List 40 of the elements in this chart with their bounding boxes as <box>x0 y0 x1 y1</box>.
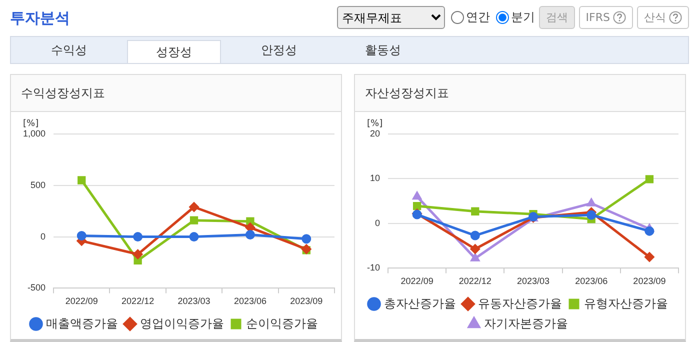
y-tick-label: 0 <box>374 218 380 228</box>
text: IFRS <box>586 11 610 24</box>
x-tick-label: 2023/09 <box>633 276 666 286</box>
text: 분기 <box>510 9 535 26</box>
x-tick-label: 2023/06 <box>234 296 266 306</box>
legend-label: 영업이익증가율 <box>140 316 224 330</box>
y-tick-label: 20 <box>370 128 380 138</box>
y-axis-title: [%] <box>367 118 383 129</box>
legend-label: 유형자산증가율 <box>584 296 668 310</box>
y-tick-label: 10 <box>370 173 380 184</box>
text: 수익성 <box>50 42 88 59</box>
text: 활동성 <box>364 42 402 59</box>
x-tick-label: 2023/06 <box>575 276 608 286</box>
y-tick-label: -500 <box>28 282 46 293</box>
y-tick-label: 0 <box>40 231 46 242</box>
text: 주재무제표 <box>336 6 445 29</box>
legend-label: 자기자본증가율 <box>484 316 568 330</box>
x-tick-label: 2023/09 <box>290 296 323 306</box>
x-tick-label: 2023/03 <box>178 296 210 306</box>
legend-label: 총자산증가율 <box>384 296 456 310</box>
text: 성장성 <box>127 40 221 63</box>
chart-title: 자산성장성지표 <box>355 75 685 112</box>
legend-label: 순이익증가율 <box>246 316 318 330</box>
text: 산식 <box>644 10 666 25</box>
text: 검색 <box>546 10 568 25</box>
legend-label: 유동자산증가율 <box>478 296 562 310</box>
y-tick-label: 500 <box>30 180 46 190</box>
y-tick-label: -10 <box>366 262 380 273</box>
text: 안정성 <box>260 42 298 59</box>
text: 연간 <box>464 9 490 26</box>
y-axis-title: [%] <box>23 118 39 129</box>
y-tick-label: 1,000 <box>22 128 46 138</box>
x-tick-label: 2022/09 <box>65 296 98 306</box>
x-tick-label: 2022/09 <box>400 276 434 286</box>
text: 투자분석 <box>10 9 70 28</box>
x-tick-label: 2023/03 <box>516 276 550 286</box>
x-tick-label: 2022/12 <box>458 276 492 286</box>
chart-title: 수익성장성지표 <box>11 75 341 112</box>
x-tick-label: 2022/12 <box>122 296 154 306</box>
legend-label: 매출액증가율 <box>46 316 118 330</box>
